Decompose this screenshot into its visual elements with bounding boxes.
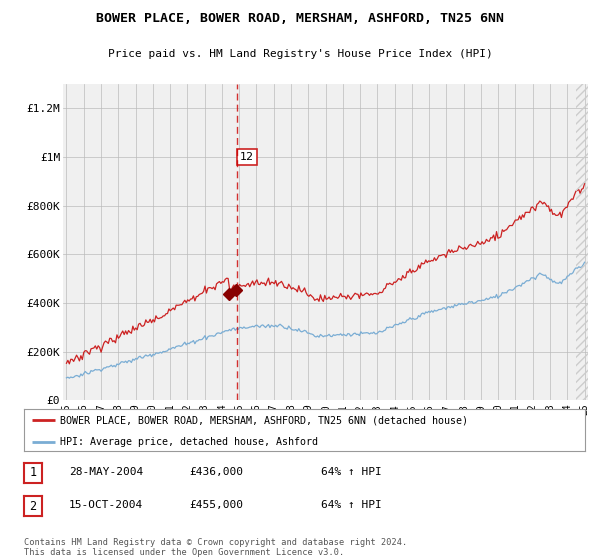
Text: 15-OCT-2004: 15-OCT-2004: [69, 500, 143, 510]
Text: HPI: Average price, detached house, Ashford: HPI: Average price, detached house, Ashf…: [61, 437, 319, 446]
Text: £455,000: £455,000: [189, 500, 243, 510]
Text: BOWER PLACE, BOWER ROAD, MERSHAM, ASHFORD, TN25 6NN: BOWER PLACE, BOWER ROAD, MERSHAM, ASHFOR…: [96, 12, 504, 25]
Text: 12: 12: [240, 152, 254, 162]
Text: 2: 2: [29, 500, 37, 513]
Text: 64% ↑ HPI: 64% ↑ HPI: [321, 466, 382, 477]
Text: Price paid vs. HM Land Registry's House Price Index (HPI): Price paid vs. HM Land Registry's House …: [107, 49, 493, 59]
Text: 1: 1: [29, 466, 37, 479]
Bar: [576, 84, 588, 400]
Text: 64% ↑ HPI: 64% ↑ HPI: [321, 500, 382, 510]
Text: 28-MAY-2004: 28-MAY-2004: [69, 466, 143, 477]
Text: Contains HM Land Registry data © Crown copyright and database right 2024.
This d: Contains HM Land Registry data © Crown c…: [24, 538, 407, 557]
Text: BOWER PLACE, BOWER ROAD, MERSHAM, ASHFORD, TN25 6NN (detached house): BOWER PLACE, BOWER ROAD, MERSHAM, ASHFOR…: [61, 415, 469, 425]
Text: £436,000: £436,000: [189, 466, 243, 477]
